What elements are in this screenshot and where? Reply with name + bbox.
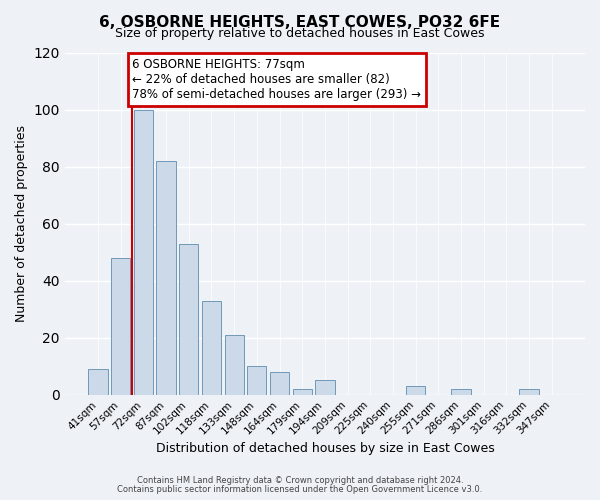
- Bar: [111, 258, 130, 394]
- Bar: [202, 301, 221, 394]
- X-axis label: Distribution of detached houses by size in East Cowes: Distribution of detached houses by size …: [155, 442, 494, 455]
- Text: Contains HM Land Registry data © Crown copyright and database right 2024.: Contains HM Land Registry data © Crown c…: [137, 476, 463, 485]
- Text: 6 OSBORNE HEIGHTS: 77sqm
← 22% of detached houses are smaller (82)
78% of semi-d: 6 OSBORNE HEIGHTS: 77sqm ← 22% of detach…: [133, 58, 421, 101]
- Bar: [224, 335, 244, 394]
- Bar: [451, 389, 470, 394]
- Text: Size of property relative to detached houses in East Cowes: Size of property relative to detached ho…: [115, 28, 485, 40]
- Bar: [315, 380, 335, 394]
- Bar: [247, 366, 266, 394]
- Bar: [179, 244, 199, 394]
- Text: 6, OSBORNE HEIGHTS, EAST COWES, PO32 6FE: 6, OSBORNE HEIGHTS, EAST COWES, PO32 6FE: [100, 15, 500, 30]
- Bar: [88, 369, 108, 394]
- Bar: [270, 372, 289, 394]
- Bar: [293, 389, 312, 394]
- Bar: [406, 386, 425, 394]
- Bar: [134, 110, 153, 395]
- Y-axis label: Number of detached properties: Number of detached properties: [15, 126, 28, 322]
- Text: Contains public sector information licensed under the Open Government Licence v3: Contains public sector information licen…: [118, 485, 482, 494]
- Bar: [157, 161, 176, 394]
- Bar: [520, 389, 539, 394]
